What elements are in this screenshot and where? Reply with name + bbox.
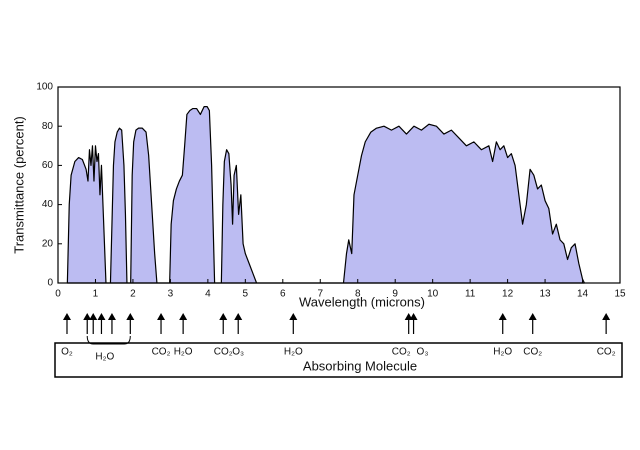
absorber-arrow	[404, 313, 413, 334]
absorber-arrow	[289, 313, 298, 334]
y-tick-label: 60	[42, 160, 54, 171]
absorber-arrow	[179, 313, 188, 334]
absorber-label: CO₂	[523, 347, 542, 358]
absorber-label: O₃	[232, 347, 244, 358]
x-tick-label: 12	[502, 289, 514, 300]
absorber-arrow	[83, 313, 92, 334]
x-tick-label: 2	[130, 289, 136, 300]
absorber-label: H₂O	[95, 352, 114, 363]
y-tick-label: 20	[42, 238, 54, 249]
absorber-title: Absorbing Molecule	[303, 358, 417, 373]
absorber-arrow	[602, 313, 611, 334]
x-tick-label: 5	[243, 289, 249, 300]
x-tick-label: 3	[168, 289, 174, 300]
x-tick-label: 10	[427, 289, 439, 300]
absorber-arrow	[89, 313, 98, 334]
x-tick-label: 4	[205, 289, 211, 300]
x-tick-label: 9	[392, 289, 398, 300]
transmittance-area	[66, 106, 586, 284]
x-tick-label: 11	[465, 289, 476, 300]
absorber-arrow	[107, 313, 116, 334]
absorber-arrow	[62, 313, 71, 334]
absorber-arrow	[126, 313, 135, 334]
x-axis-label: Wavelength (microns)	[299, 294, 425, 309]
absorber-label: H₂O	[493, 347, 512, 358]
absorber-label: O₃	[417, 347, 429, 358]
plot-frame	[57, 86, 621, 284]
absorber-label: H₂O	[284, 347, 303, 358]
absorber-arrow	[498, 313, 507, 334]
absorber-arrow	[219, 313, 228, 334]
absorber-panel	[54, 342, 623, 378]
y-axis-label: Transmittance (percent)	[11, 116, 26, 254]
absorber-arrow	[97, 313, 106, 334]
x-tick-label: 13	[540, 289, 552, 300]
absorber-label: CO₂	[214, 347, 233, 358]
y-tick-label: 40	[42, 199, 54, 210]
absorber-arrow	[157, 313, 166, 334]
absorber-arrow	[234, 313, 243, 334]
y-tick-label: 100	[36, 82, 53, 93]
absorber-label: H₂O	[174, 347, 193, 358]
x-tick-label: 7	[317, 289, 323, 300]
absorber-label: CO₂	[597, 347, 616, 358]
x-tick-label: 14	[577, 289, 589, 300]
x-tick-label: 0	[55, 289, 61, 300]
absorber-bracket	[86, 335, 131, 345]
absorber-label: CO₂	[152, 347, 171, 358]
absorber-label: O₂	[61, 347, 73, 358]
absorber-arrow	[528, 313, 537, 334]
absorber-label: CO₂	[392, 347, 411, 358]
absorber-arrow	[409, 313, 418, 334]
x-tick-label: 15	[614, 289, 626, 300]
x-tick-label: 6	[280, 289, 286, 300]
y-tick-label: 80	[42, 121, 54, 132]
y-tick-label: 0	[47, 278, 53, 289]
x-tick-label: 1	[93, 289, 99, 300]
x-tick-label: 8	[355, 289, 361, 300]
